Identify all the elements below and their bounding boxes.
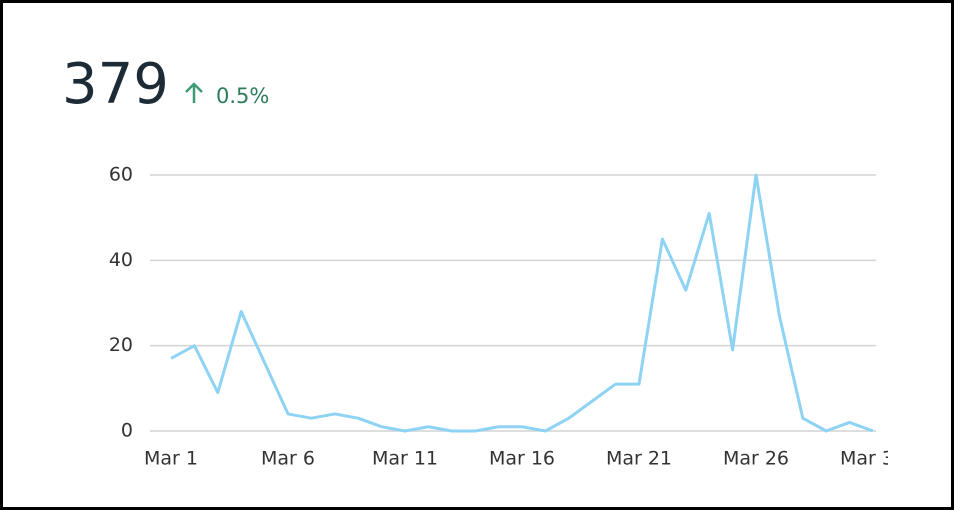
data-line: [170, 173, 874, 433]
x-tick-label: Mar 11: [372, 448, 438, 470]
stat-value: 379: [62, 52, 169, 117]
x-tick-label: Mar 26: [723, 448, 789, 470]
y-tick-label: 20: [109, 334, 133, 356]
x-tick-label: Mar 1: [144, 448, 198, 470]
x-tick-label: Mar 21: [606, 448, 672, 470]
y-tick-label: 0: [121, 420, 133, 442]
plot: 0 20 40 60 Mar 1 Mar 6 Mar 11 Mar 16 Mar 21 Mar 2…: [109, 164, 906, 470]
x-tick-label: Mar 6: [261, 448, 315, 470]
x-tick-label: Mar 16: [489, 448, 555, 470]
up-arrow: [185, 82, 203, 103]
y-tick-label: 60: [109, 164, 133, 186]
x-tick-label: Mar 31: [840, 448, 906, 470]
y-tick-label: 40: [109, 249, 133, 271]
stat-change: 0.5%: [216, 84, 269, 108]
